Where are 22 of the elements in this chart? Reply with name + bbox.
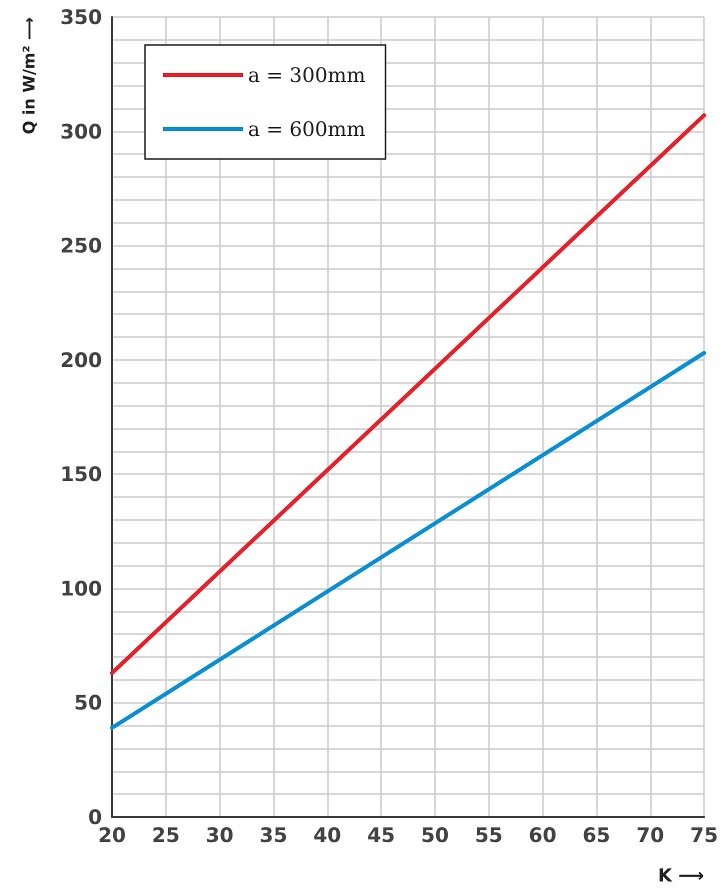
legend-label: a = 600mm xyxy=(248,117,366,141)
y-tick-label: 150 xyxy=(60,462,102,486)
y-axis-title: Q in W/m² ⟶ xyxy=(20,16,38,134)
y-tick-label: 50 xyxy=(74,690,102,715)
y-tick-label: 350 xyxy=(60,5,102,29)
y-tick-label: 100 xyxy=(60,576,102,600)
x-tick-label: 60 xyxy=(528,823,557,847)
x-tick-label: 45 xyxy=(367,823,396,847)
x-tick-label: 35 xyxy=(260,823,288,847)
x-tick-label: 50 xyxy=(421,823,449,847)
x-tick-label: 55 xyxy=(474,823,503,847)
y-tick-label: 200 xyxy=(60,348,102,372)
x-tick-label: 70 xyxy=(636,823,664,847)
x-tick-label: 40 xyxy=(313,823,342,847)
x-axis-title: K ⟶ xyxy=(658,866,704,886)
x-tick-label: 65 xyxy=(582,823,610,847)
x-tick-label: 25 xyxy=(152,823,180,847)
legend-label: a = 300mm xyxy=(248,63,366,87)
x-tick-label: 75 xyxy=(690,823,718,847)
y-tick-label: 300 xyxy=(60,119,102,144)
x-tick-label: 30 xyxy=(206,823,234,847)
y-tick-label: 250 xyxy=(60,234,102,258)
